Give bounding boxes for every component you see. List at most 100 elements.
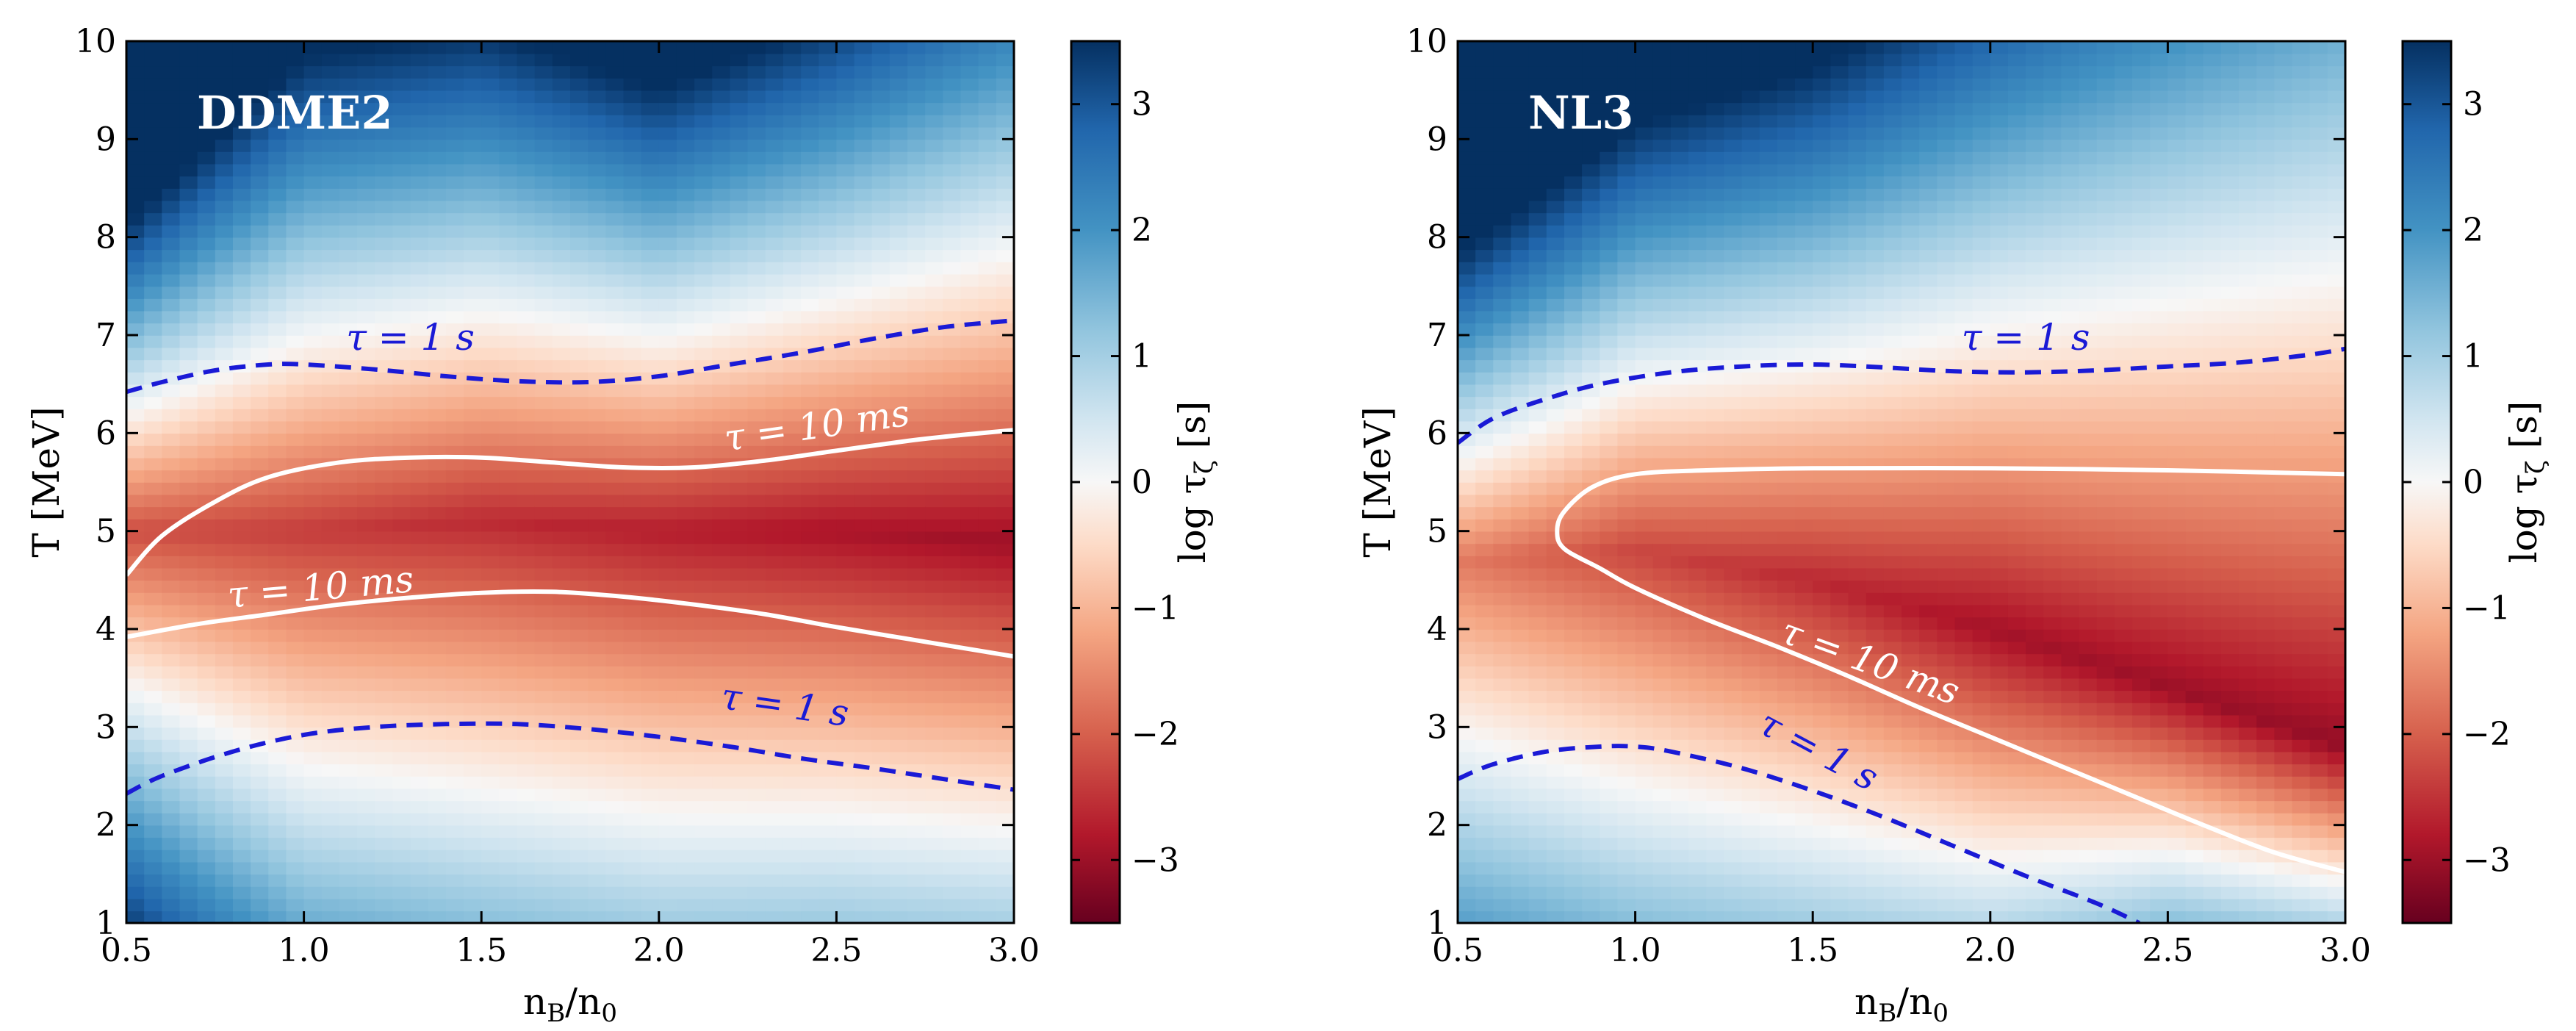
heatmap-cell [445, 90, 464, 104]
heatmap-cell [1741, 604, 1760, 618]
heatmap-cell [730, 335, 749, 348]
heatmap-cell [676, 751, 695, 765]
heatmap-cell [1511, 151, 1530, 165]
heatmap-cell [286, 102, 305, 115]
heatmap-cell [1670, 764, 1689, 777]
heatmap-cell [232, 262, 251, 275]
heatmap-cell [907, 102, 926, 115]
heatmap-cell [1670, 102, 1689, 115]
heatmap-cell [1617, 286, 1636, 299]
heatmap-cell [854, 188, 873, 201]
heatmap-cell [321, 690, 340, 703]
heatmap-cell [1635, 666, 1654, 679]
heatmap-cell [392, 396, 411, 409]
heatmap-cell [1511, 727, 1530, 740]
heatmap-cell [836, 212, 855, 226]
heatmap-cell [871, 65, 891, 79]
heatmap-cell [428, 53, 447, 67]
heatmap-cell [144, 310, 163, 324]
heatmap-cell [321, 764, 340, 777]
heatmap-cell [552, 176, 571, 189]
heatmap-cell [747, 567, 766, 581]
heatmap-cell [889, 65, 908, 79]
heatmap-cell [676, 225, 695, 238]
heatmap-cell [836, 188, 855, 201]
heatmap-cell [819, 225, 838, 238]
heatmap-cell [1635, 298, 1654, 312]
heatmap-cell [641, 641, 660, 655]
heatmap-cell [162, 237, 181, 251]
heatmap-cell [1759, 151, 1778, 165]
heatmap-cell [1528, 163, 1547, 177]
heatmap-cell [1546, 751, 1565, 765]
heatmap-cell [1670, 703, 1689, 716]
heatmap-cell [641, 861, 660, 875]
heatmap-cell [321, 592, 340, 606]
heatmap-cell [1582, 666, 1601, 679]
heatmap-cell [588, 886, 607, 899]
heatmap-cell [889, 384, 908, 398]
heatmap-cell [357, 567, 376, 581]
heatmap-cell [943, 298, 962, 312]
heatmap-cell [1706, 420, 1725, 434]
heatmap-cell [623, 470, 642, 483]
heatmap-cell [1652, 531, 1672, 545]
heatmap-cell [588, 249, 607, 262]
heatmap-cell [836, 874, 855, 887]
heatmap-cell [517, 90, 536, 104]
heatmap-cell [623, 176, 642, 189]
heatmap-cell [605, 65, 625, 79]
heatmap-cell [801, 433, 820, 446]
heatmap-cell [162, 225, 181, 238]
heatmap-cell [712, 531, 731, 545]
heatmap-cell [517, 703, 536, 716]
heatmap-cell [179, 567, 198, 581]
heatmap-cell [481, 53, 500, 67]
heatmap-cell [428, 409, 447, 422]
heatmap-cell [339, 813, 358, 826]
heatmap-cell [1652, 764, 1672, 777]
heatmap-cell [464, 78, 482, 91]
heatmap-cell [232, 139, 251, 152]
heatmap-cell [907, 163, 926, 177]
heatmap-cell [534, 384, 553, 398]
heatmap-cell [1493, 641, 1512, 655]
heatmap-cell [1475, 310, 1494, 324]
heatmap-cell [375, 225, 394, 238]
heatmap-cell [1670, 53, 1689, 67]
heatmap-cell [854, 837, 873, 850]
heatmap-cell [410, 151, 429, 165]
heatmap-cell [179, 65, 198, 79]
heatmap-cell [1493, 543, 1512, 556]
heatmap-cell [1777, 800, 1796, 813]
heatmap-cell [1458, 567, 1476, 581]
heatmap-cell [588, 580, 607, 593]
heatmap-cell [996, 139, 1014, 152]
heatmap-cell [570, 237, 589, 251]
heatmap-cell [1741, 90, 1760, 104]
heatmap-cell [943, 666, 962, 679]
heatmap-cell [428, 666, 447, 679]
heatmap-cell [445, 188, 464, 201]
heatmap-cell [1635, 800, 1654, 813]
heatmap-cell [321, 678, 340, 691]
heatmap-cell [819, 384, 838, 398]
heatmap-cell [499, 323, 518, 336]
heatmap-cell [1652, 298, 1672, 312]
heatmap-cell [641, 898, 660, 912]
heatmap-cell [392, 262, 411, 275]
heatmap-cell [1741, 494, 1760, 508]
y-tick-label: 2 [96, 807, 116, 844]
heatmap-cell [286, 176, 305, 189]
heatmap-cell [481, 678, 500, 691]
heatmap-cell [978, 556, 997, 569]
heatmap-cell [694, 433, 713, 446]
heatmap-cell [268, 420, 287, 434]
heatmap-cell [375, 126, 394, 140]
heatmap-cell [464, 225, 482, 238]
heatmap-cell [1564, 751, 1583, 765]
heatmap-cell [1511, 200, 1530, 214]
heatmap-cell [1652, 788, 1672, 802]
heatmap-cell [251, 212, 270, 226]
heatmap-cell [464, 115, 482, 128]
